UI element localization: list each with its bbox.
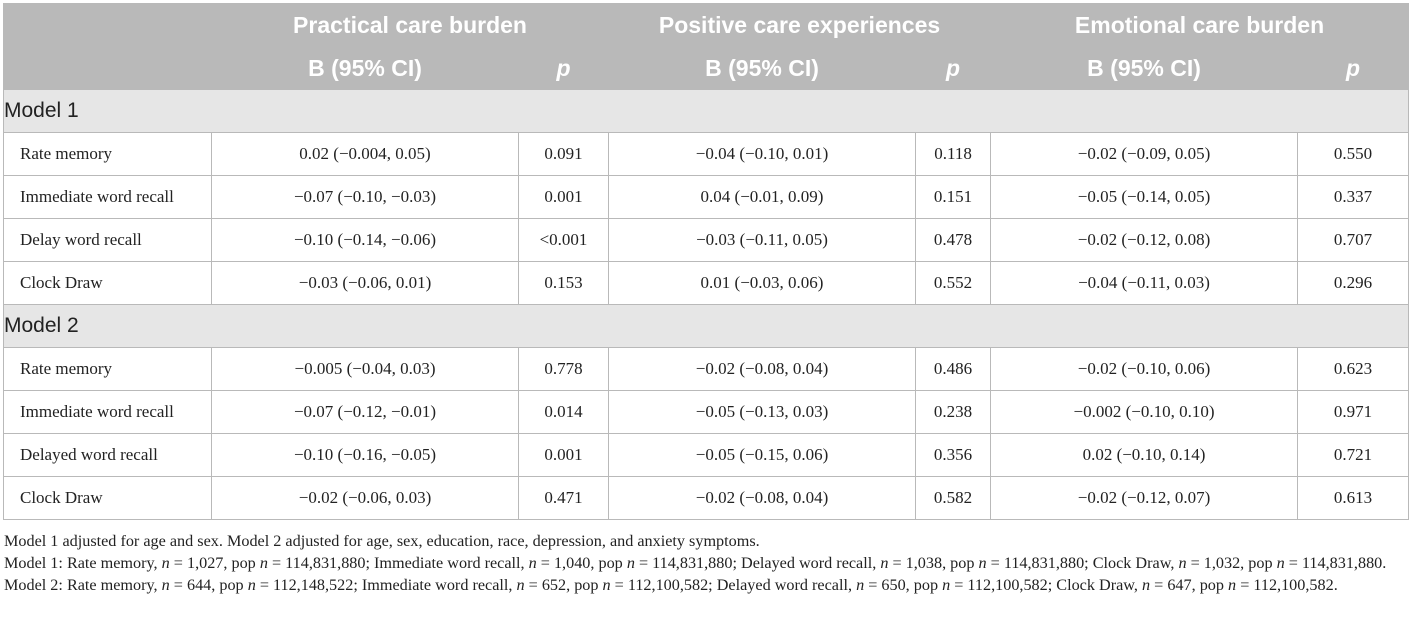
footnote-adjustment: Model 1 adjusted for age and sex. Model … [4, 532, 760, 550]
cell-positive-b: −0.04 (−0.10, 0.01) [608, 132, 917, 176]
cell-positive-b: −0.03 (−0.11, 0.05) [608, 218, 917, 262]
cell-positive-p: 0.582 [915, 476, 992, 520]
cell-positive-p: 0.552 [915, 261, 992, 305]
cell-emotional-p: 0.721 [1297, 433, 1410, 477]
table-row: Delayed word recall −0.10 (−0.16, −0.05)… [3, 433, 1410, 477]
header-positive-care-experiences: Positive care experiences [608, 3, 992, 48]
cell-emotional-b: −0.002 (−0.10, 0.10) [990, 390, 1299, 434]
table-row: Clock Draw −0.03 (−0.06, 0.01) 0.153 0.0… [3, 261, 1410, 305]
section-row-model-2: Model 2 [2, 304, 1410, 348]
cell-emotional-b: −0.04 (−0.11, 0.03) [990, 261, 1299, 305]
row-label: Immediate word recall [3, 390, 212, 434]
table-row: Immediate word recall −0.07 (−0.10, −0.0… [3, 175, 1410, 219]
section-label: Model 2 [2, 304, 1410, 348]
results-table: Practical care burden Positive care expe… [2, 3, 1410, 520]
cell-emotional-b: 0.02 (−0.10, 0.14) [990, 433, 1299, 477]
footnote-sample-sizes: Model 1: Rate memory, n = 1,027, pop n =… [4, 554, 1387, 594]
cell-practical-p: 0.471 [517, 476, 610, 520]
section-label: Model 1 [2, 89, 1410, 133]
header-blank [3, 3, 212, 48]
subheader-p: p [1297, 47, 1410, 90]
cell-positive-b: −0.02 (−0.08, 0.04) [608, 347, 917, 391]
subheader-b-ci: B (95% CI) [211, 47, 519, 90]
row-label: Immediate word recall [3, 175, 212, 219]
cell-positive-p: 0.356 [915, 433, 992, 477]
row-label: Clock Draw [3, 261, 212, 305]
subheader-b-ci: B (95% CI) [990, 47, 1299, 90]
section-row-model-1: Model 1 [2, 89, 1410, 133]
cell-positive-b: −0.02 (−0.08, 0.04) [608, 476, 917, 520]
cell-emotional-p: 0.613 [1297, 476, 1410, 520]
row-label: Delay word recall [3, 218, 212, 262]
cell-positive-b: 0.04 (−0.01, 0.09) [608, 175, 917, 219]
table-row: Rate memory −0.005 (−0.04, 0.03) 0.778 −… [3, 347, 1410, 391]
cell-emotional-p: 0.337 [1297, 175, 1410, 219]
cell-practical-p: 0.014 [517, 390, 610, 434]
cell-emotional-p: 0.550 [1297, 132, 1410, 176]
row-label: Rate memory [3, 132, 212, 176]
cell-emotional-p: 0.971 [1297, 390, 1410, 434]
table-row: Clock Draw −0.02 (−0.06, 0.03) 0.471 −0.… [3, 476, 1410, 520]
cell-positive-b: 0.01 (−0.03, 0.06) [608, 261, 917, 305]
row-label: Clock Draw [3, 476, 212, 520]
cell-practical-b: −0.03 (−0.06, 0.01) [211, 261, 519, 305]
table-row: Rate memory 0.02 (−0.004, 0.05) 0.091 −0… [3, 132, 1410, 176]
cell-positive-b: −0.05 (−0.13, 0.03) [608, 390, 917, 434]
row-label: Rate memory [3, 347, 212, 391]
subheader-b-ci: B (95% CI) [608, 47, 917, 90]
subheader-blank [3, 47, 212, 90]
cell-practical-p: 0.091 [517, 132, 610, 176]
cell-practical-b: −0.005 (−0.04, 0.03) [211, 347, 519, 391]
cell-emotional-b: −0.02 (−0.12, 0.08) [990, 218, 1299, 262]
cell-positive-p: 0.118 [915, 132, 992, 176]
cell-positive-p: 0.486 [915, 347, 992, 391]
group-header-row: Practical care burden Positive care expe… [3, 3, 1410, 48]
cell-emotional-b: −0.02 (−0.09, 0.05) [990, 132, 1299, 176]
cell-practical-b: −0.07 (−0.10, −0.03) [211, 175, 519, 219]
cell-practical-p: <0.001 [517, 218, 610, 262]
sub-header-row: B (95% CI) p B (95% CI) p B (95% CI) p [3, 47, 1410, 90]
cell-positive-p: 0.238 [915, 390, 992, 434]
cell-positive-b: −0.05 (−0.15, 0.06) [608, 433, 917, 477]
cell-emotional-b: −0.02 (−0.10, 0.06) [990, 347, 1299, 391]
cell-practical-b: −0.07 (−0.12, −0.01) [211, 390, 519, 434]
cell-emotional-b: −0.02 (−0.12, 0.07) [990, 476, 1299, 520]
cell-emotional-p: 0.707 [1297, 218, 1410, 262]
cell-practical-b: −0.02 (−0.06, 0.03) [211, 476, 519, 520]
cell-emotional-b: −0.05 (−0.14, 0.05) [990, 175, 1299, 219]
cell-practical-p: 0.778 [517, 347, 610, 391]
header-practical-care-burden: Practical care burden [210, 3, 610, 48]
header-emotional-care-burden: Emotional care burden [990, 3, 1410, 48]
cell-positive-p: 0.151 [915, 175, 992, 219]
cell-practical-p: 0.001 [517, 175, 610, 219]
table-row: Immediate word recall −0.07 (−0.12, −0.0… [3, 390, 1410, 434]
subheader-p: p [517, 47, 610, 90]
table-footnotes: Model 1 adjusted for age and sex. Model … [4, 530, 1408, 596]
cell-practical-b: −0.10 (−0.14, −0.06) [211, 218, 519, 262]
cell-practical-p: 0.001 [517, 433, 610, 477]
cell-practical-p: 0.153 [517, 261, 610, 305]
cell-practical-b: 0.02 (−0.004, 0.05) [211, 132, 519, 176]
subheader-p: p [915, 47, 992, 90]
cell-emotional-p: 0.623 [1297, 347, 1410, 391]
cell-positive-p: 0.478 [915, 218, 992, 262]
table-row: Delay word recall −0.10 (−0.14, −0.06) <… [3, 218, 1410, 262]
cell-practical-b: −0.10 (−0.16, −0.05) [211, 433, 519, 477]
row-label: Delayed word recall [3, 433, 212, 477]
cell-emotional-p: 0.296 [1297, 261, 1410, 305]
